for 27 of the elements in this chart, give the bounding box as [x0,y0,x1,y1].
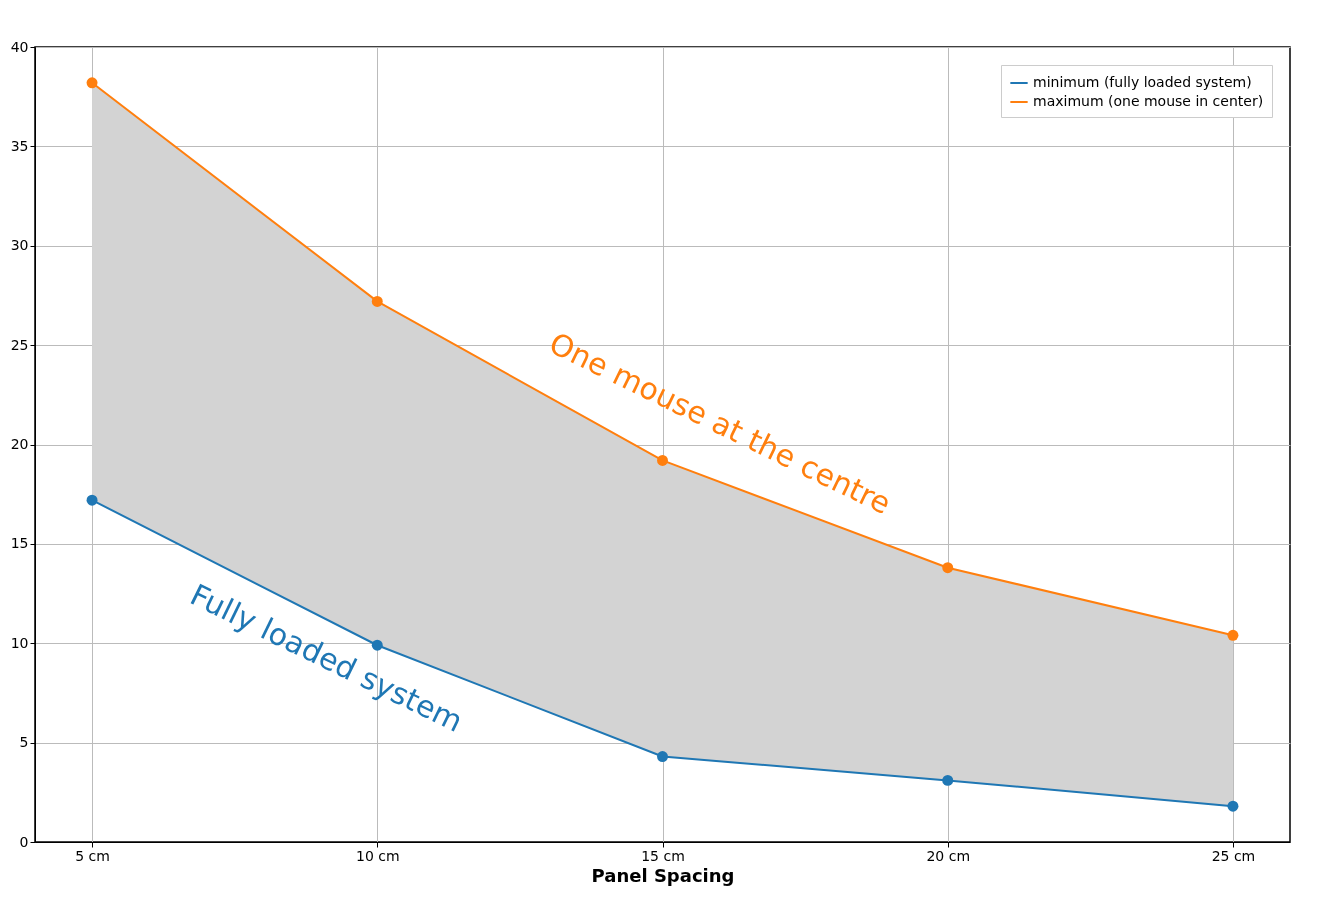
point [86,77,98,89]
y-tick-label: 30 [10,237,29,254]
point [371,295,383,307]
x-tick-label: 15 cm [641,847,685,864]
legend-label: minimum (fully loaded system) [1033,74,1252,90]
y-tick-label: 35 [10,137,29,154]
x-tick-label: 20 cm [926,847,971,864]
y-tick-label: 40 [10,38,29,55]
point [371,639,383,651]
x-tick-label: 5 cm [75,847,110,864]
x-tick-label: 25 cm [1211,847,1256,864]
x-axis-title: Panel Spacing [591,864,735,886]
point [942,774,954,786]
point [657,751,668,762]
y-tick-label: 25 [10,336,29,353]
legend-label: maximum (one mouse in center) [1033,93,1264,109]
y-tick-label: 10 [10,634,29,651]
x-tick-label: 10 cm [355,847,400,864]
y-tick-label: 5 [19,734,29,751]
point [1227,629,1239,641]
point [657,454,668,466]
point [1227,800,1239,812]
y-tick-label: 0 [19,833,29,850]
point [86,494,98,506]
y-tick-label: 20 [10,436,29,452]
y-tick-label: 15 [10,535,29,552]
point [942,562,954,574]
